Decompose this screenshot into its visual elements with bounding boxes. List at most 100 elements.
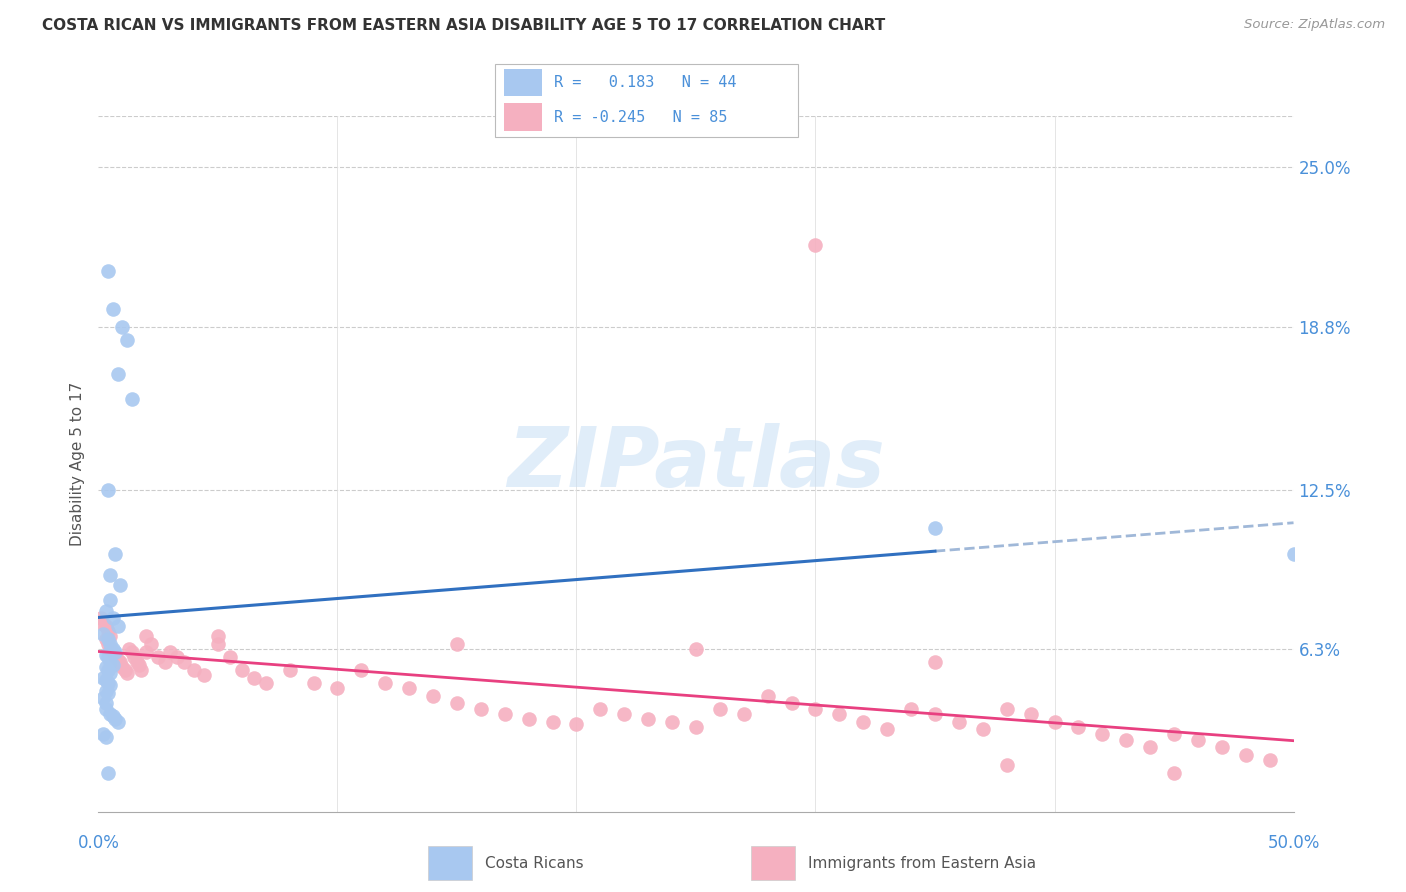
Point: [98, 678, 122, 692]
Point: [398, 681, 420, 695]
Point: [159, 645, 181, 659]
Point: [1115, 732, 1137, 747]
Point: [1163, 727, 1185, 741]
Point: [374, 676, 396, 690]
Point: [1067, 720, 1090, 734]
Text: Source: ZipAtlas.com: Source: ZipAtlas.com: [1244, 18, 1385, 31]
Point: [193, 668, 215, 682]
Point: [94, 619, 117, 633]
Point: [97, 263, 120, 277]
Point: [243, 671, 266, 685]
Point: [91, 671, 114, 685]
Point: [972, 723, 994, 737]
Point: [995, 701, 1018, 715]
Point: [446, 637, 468, 651]
Point: [91, 616, 114, 631]
Point: [876, 723, 898, 737]
Point: [97, 686, 120, 700]
Point: [98, 593, 122, 607]
Point: [685, 642, 707, 657]
Text: COSTA RICAN VS IMMIGRANTS FROM EASTERN ASIA DISABILITY AGE 5 TO 17 CORRELATION C: COSTA RICAN VS IMMIGRANTS FROM EASTERN A…: [42, 18, 886, 33]
Point: [135, 645, 157, 659]
Point: [104, 547, 127, 561]
Point: [254, 676, 277, 690]
Text: 0.0%: 0.0%: [77, 834, 120, 852]
Point: [350, 663, 373, 677]
Point: [804, 237, 827, 252]
Point: [94, 660, 117, 674]
Point: [470, 701, 492, 715]
Point: [733, 706, 755, 721]
Point: [104, 712, 127, 726]
Point: [111, 660, 134, 674]
Point: [125, 655, 148, 669]
Point: [97, 637, 120, 651]
Point: [828, 706, 851, 721]
Point: [97, 766, 120, 780]
Text: Costa Ricans: Costa Ricans: [485, 855, 583, 871]
Point: [1043, 714, 1066, 729]
Point: [1187, 732, 1209, 747]
Point: [104, 645, 127, 659]
Point: [94, 648, 117, 662]
Point: [107, 714, 129, 729]
Text: R =   0.183   N = 44: R = 0.183 N = 44: [554, 75, 737, 90]
Point: [98, 642, 122, 657]
Y-axis label: Disability Age 5 to 17: Disability Age 5 to 17: [70, 382, 86, 546]
Point: [97, 624, 120, 639]
Point: [565, 717, 588, 731]
Point: [97, 650, 120, 665]
Point: [139, 637, 162, 651]
Point: [541, 714, 564, 729]
Point: [1234, 747, 1257, 762]
Text: Immigrants from Eastern Asia: Immigrants from Eastern Asia: [808, 855, 1036, 871]
Point: [852, 714, 875, 729]
Point: [114, 663, 136, 677]
Point: [94, 604, 117, 618]
Point: [97, 483, 120, 497]
Point: [111, 320, 134, 334]
Point: [685, 720, 707, 734]
Point: [207, 637, 229, 651]
Point: [94, 683, 117, 698]
Point: [98, 567, 122, 582]
Point: [98, 665, 122, 680]
Text: R = -0.245   N = 85: R = -0.245 N = 85: [554, 110, 727, 125]
Point: [589, 701, 612, 715]
Point: [118, 642, 141, 657]
Point: [121, 645, 143, 659]
Point: [948, 714, 970, 729]
Point: [115, 665, 138, 680]
FancyBboxPatch shape: [751, 846, 796, 880]
Point: [101, 645, 124, 659]
Point: [1282, 547, 1305, 561]
Point: [115, 333, 138, 347]
Point: [90, 611, 112, 625]
Point: [124, 650, 146, 665]
Point: [104, 650, 127, 665]
Point: [1211, 740, 1233, 755]
Point: [101, 302, 124, 317]
Point: [94, 673, 117, 688]
Point: [1139, 740, 1161, 755]
Text: ZIPatlas: ZIPatlas: [508, 424, 884, 504]
Point: [91, 627, 114, 641]
FancyBboxPatch shape: [505, 103, 541, 130]
Point: [166, 650, 188, 665]
Point: [183, 663, 205, 677]
Point: [709, 701, 731, 715]
Point: [94, 697, 117, 711]
Point: [98, 630, 122, 644]
Point: [94, 632, 117, 646]
Point: [1258, 753, 1281, 767]
Point: [804, 701, 827, 715]
Point: [128, 657, 150, 672]
Point: [101, 642, 124, 657]
Point: [97, 663, 120, 677]
Point: [173, 655, 195, 669]
Point: [780, 697, 803, 711]
Point: [107, 653, 129, 667]
Point: [924, 655, 946, 669]
Point: [91, 727, 114, 741]
Point: [101, 657, 124, 672]
